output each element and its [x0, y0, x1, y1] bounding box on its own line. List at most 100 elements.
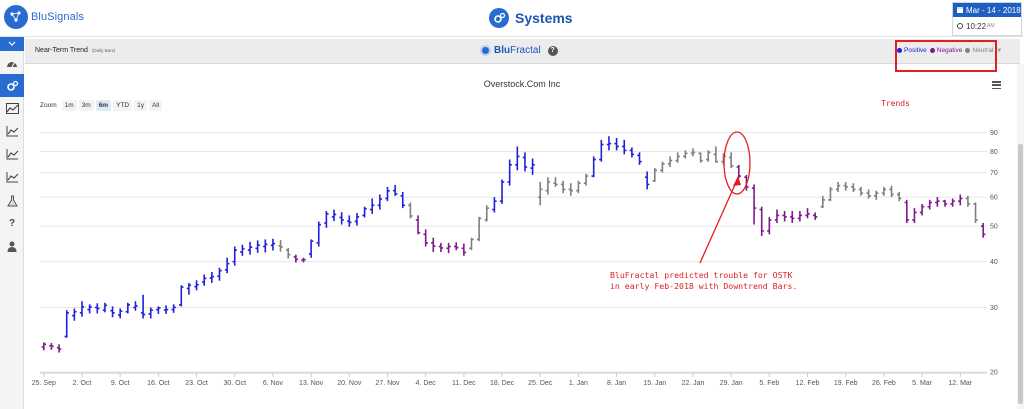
x-tick-label: 30. Oct — [223, 380, 246, 387]
ohlc-bar — [408, 202, 413, 219]
blufractal-logo-icon — [480, 45, 491, 56]
legend-label: Neutral — [972, 47, 994, 54]
ohlc-bar — [41, 342, 47, 351]
legend-item-neutral[interactable]: Neutral — [965, 47, 993, 54]
logo[interactable]: BluSignals — [4, 5, 84, 29]
time-row[interactable]: 10:22 AM — [953, 17, 1021, 35]
y-tick-label: 50 — [990, 224, 998, 231]
ohlc-bar — [675, 152, 680, 163]
ohlc-bar — [72, 308, 77, 321]
ohlc-bar — [469, 237, 474, 251]
ohlc-bar — [308, 239, 314, 258]
zoom-6m-button[interactable]: 6m — [95, 100, 112, 111]
logo-mark-icon — [4, 5, 28, 29]
x-tick-label: 12. Mar — [948, 380, 972, 387]
ohlc-bar — [843, 181, 848, 191]
ohlc-bar — [354, 213, 360, 226]
ohlc-bar — [278, 240, 283, 252]
y-tick-label: 30 — [990, 305, 998, 312]
y-tick-label: 70 — [990, 170, 998, 177]
zoom-1m-button[interactable]: 1m — [61, 100, 77, 111]
ohlc-bar — [644, 171, 650, 190]
ohlc-bar — [683, 150, 688, 159]
x-tick-label: 29. Jan — [720, 380, 743, 387]
ohlc-bar — [667, 156, 673, 168]
ohlc-bar — [423, 229, 428, 247]
panel-title-text: Near-Term Trend — [35, 47, 88, 54]
ohlc-bar — [782, 210, 787, 222]
blufractal-brand: BluFractal ? — [480, 45, 558, 56]
logo-text: BluSignals — [31, 11, 84, 23]
x-tick-label: 18. Dec — [490, 380, 515, 387]
sidebar-item-systems[interactable] — [0, 74, 24, 97]
sidebar-collapse-button[interactable] — [0, 37, 24, 51]
ohlc-bar — [515, 146, 520, 171]
ohlc-bar — [49, 342, 54, 350]
sidebar-item-line-chart-1[interactable] — [0, 120, 24, 143]
y-tick-label: 40 — [990, 259, 998, 266]
y-tick-label: 80 — [990, 149, 998, 156]
sidebar-item-line-chart-2[interactable] — [0, 143, 24, 166]
ohlc-bar — [171, 304, 176, 313]
sidebar-item-area-chart[interactable] — [0, 97, 24, 120]
legend-item-negative[interactable]: Negative — [929, 47, 962, 54]
ohlc-bar — [56, 344, 62, 353]
ohlc-bar — [728, 152, 734, 169]
highlight-ellipse — [723, 131, 751, 195]
zoom-all-button[interactable]: All — [148, 100, 163, 111]
ohlc-bar — [950, 198, 955, 207]
x-tick-label: 1. Jan — [569, 380, 588, 387]
brand-suffix: Fractal — [510, 45, 541, 56]
zoom-1y-button[interactable]: 1y — [134, 100, 147, 111]
help-icon[interactable]: ? — [547, 45, 558, 56]
sidebar-item-line-chart-3[interactable] — [0, 166, 24, 189]
trends-annotation: Trends — [881, 99, 910, 108]
ohlc-bar — [767, 216, 772, 235]
blufractal-text: BluFractal — [494, 45, 541, 56]
ohlc-bar — [522, 152, 528, 172]
panel-title: Near-Term Trend (Daily Bars) — [35, 47, 115, 54]
date-row[interactable]: Mar - 14 - 2018 — [953, 3, 1021, 17]
area-chart-icon — [5, 103, 19, 114]
ohlc-bar — [851, 183, 856, 192]
x-tick-label: 13. Nov — [299, 380, 324, 387]
sidebar-item-help[interactable]: ? — [0, 212, 24, 235]
zoom-3m-button[interactable]: 3m — [78, 100, 94, 111]
ohlc-bar — [499, 179, 505, 204]
ohlc-bar — [942, 199, 948, 207]
x-tick-label: 4. Dec — [416, 380, 437, 387]
x-tick-label: 9. Oct — [111, 380, 130, 387]
ohlc-bar — [362, 206, 367, 218]
ohlc-bar — [87, 304, 92, 314]
ohlc-bar — [431, 237, 436, 253]
zoom-ytd-button[interactable]: YTD — [113, 100, 133, 111]
ohlc-bar — [270, 238, 276, 251]
ohlc-bar — [980, 223, 986, 238]
ohlc-bar — [316, 221, 321, 247]
ohlc-bar — [599, 139, 604, 162]
ohlc-bar — [812, 212, 818, 220]
sidebar-item-account[interactable] — [0, 235, 24, 258]
ohlc-bar — [797, 210, 803, 222]
page-scrollbar[interactable] — [1017, 64, 1024, 409]
date-time-widget[interactable]: Mar - 14 - 2018 10:22 AM — [952, 2, 1022, 36]
top-bar: BluSignals Systems Mar - 14 - 2018 10:22… — [0, 0, 1024, 37]
sidebar-item-dashboard[interactable] — [0, 51, 24, 74]
ohlc-bar — [156, 306, 161, 314]
ohlc-bar — [568, 183, 573, 196]
ohlc-bar — [492, 197, 497, 213]
ohlc-bar — [614, 138, 619, 151]
ohlc-bar — [263, 239, 268, 253]
flask-icon — [6, 195, 18, 206]
sidebar-item-lab[interactable] — [0, 189, 24, 212]
chart-menu-icon[interactable] — [992, 81, 1001, 90]
ohlc-bar — [194, 280, 199, 291]
page-title: Systems — [515, 10, 573, 26]
scrollbar-thumb[interactable] — [1018, 144, 1023, 404]
ohlc-bar — [201, 274, 207, 286]
gears-icon — [489, 8, 509, 28]
ohlc-bar — [301, 257, 306, 263]
ohlc-bar — [545, 177, 551, 195]
legend-item-positive[interactable]: Positive — [897, 47, 927, 54]
